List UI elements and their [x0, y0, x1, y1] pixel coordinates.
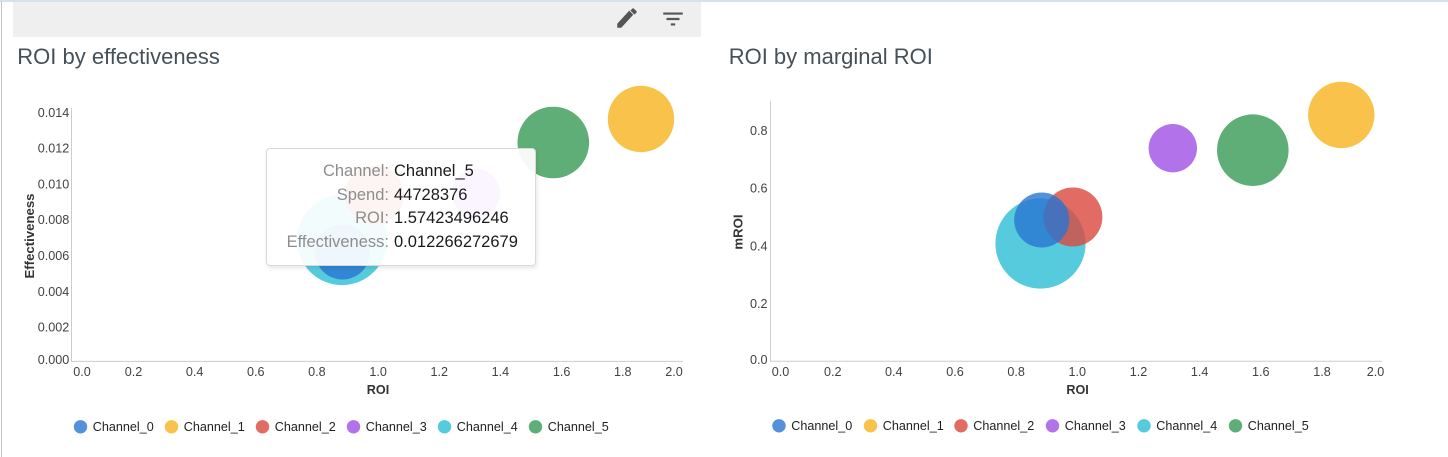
- svg-text:1.8: 1.8: [614, 365, 632, 379]
- svg-text:1.0: 1.0: [369, 365, 387, 379]
- svg-text:Channel_0: Channel_0: [791, 419, 852, 433]
- svg-text:Channel_3: Channel_3: [366, 420, 427, 434]
- svg-text:0.010: 0.010: [38, 177, 70, 191]
- svg-text:0.002: 0.002: [38, 321, 70, 335]
- svg-text:Channel_1: Channel_1: [883, 419, 944, 433]
- svg-text:Channel_1: Channel_1: [184, 420, 245, 434]
- svg-text:1.6: 1.6: [553, 365, 571, 379]
- svg-text:Channel_3: Channel_3: [1065, 419, 1126, 433]
- svg-text:1.0: 1.0: [1069, 365, 1087, 379]
- svg-text:0.0: 0.0: [772, 365, 790, 379]
- svg-text:0.014: 0.014: [38, 106, 70, 120]
- svg-text:0.0: 0.0: [73, 365, 91, 379]
- svg-text:1.8: 1.8: [1313, 365, 1331, 379]
- svg-text:1.6: 1.6: [1252, 365, 1270, 379]
- svg-text:0.2: 0.2: [824, 365, 842, 379]
- svg-text:0.2: 0.2: [125, 365, 143, 379]
- svg-text:mROI: mROI: [730, 214, 745, 249]
- svg-text:0.6: 0.6: [946, 365, 964, 379]
- svg-text:1.4: 1.4: [1191, 365, 1209, 379]
- svg-text:Channel_5: Channel_5: [1248, 419, 1309, 433]
- svg-text:Channel_0: Channel_0: [93, 420, 154, 434]
- svg-text:Effectiveness: Effectiveness: [22, 193, 37, 278]
- svg-text:0.8: 0.8: [750, 124, 768, 138]
- svg-text:0.4: 0.4: [750, 239, 768, 253]
- svg-text:Channel_2: Channel_2: [275, 420, 336, 434]
- svg-text:2.0: 2.0: [665, 365, 683, 379]
- svg-text:0.008: 0.008: [38, 213, 70, 227]
- svg-text:1.2: 1.2: [431, 365, 449, 379]
- svg-text:ROI: ROI: [1066, 383, 1088, 397]
- svg-text:Channel_4: Channel_4: [1156, 419, 1217, 433]
- svg-text:0.4: 0.4: [186, 365, 204, 379]
- svg-text:0.6: 0.6: [247, 365, 265, 379]
- svg-text:Channel_4: Channel_4: [457, 420, 518, 434]
- svg-text:0.012: 0.012: [38, 141, 70, 155]
- svg-text:0.000: 0.000: [38, 353, 70, 367]
- svg-text:0.4: 0.4: [885, 365, 903, 379]
- svg-text:1.2: 1.2: [1130, 365, 1148, 379]
- svg-text:ROI: ROI: [367, 383, 389, 397]
- svg-text:0.2: 0.2: [750, 297, 768, 311]
- svg-text:0.004: 0.004: [38, 285, 70, 299]
- svg-text:1.4: 1.4: [492, 365, 510, 379]
- svg-text:2.0: 2.0: [1367, 365, 1385, 379]
- svg-text:0.0: 0.0: [750, 353, 768, 367]
- svg-text:Channel_5: Channel_5: [548, 420, 609, 434]
- svg-text:0.8: 0.8: [308, 365, 326, 379]
- svg-text:Channel_2: Channel_2: [973, 419, 1034, 433]
- svg-text:0.8: 0.8: [1007, 365, 1025, 379]
- svg-text:0.006: 0.006: [38, 249, 70, 263]
- svg-text:0.6: 0.6: [750, 182, 768, 196]
